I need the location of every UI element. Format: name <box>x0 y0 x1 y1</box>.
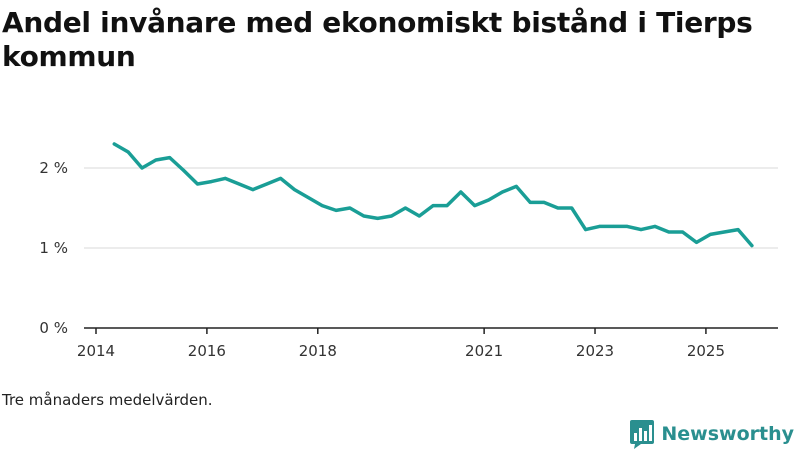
data-point <box>182 168 186 172</box>
data-point <box>403 206 407 210</box>
data-point <box>279 176 283 180</box>
data-point <box>695 240 698 244</box>
x-tick-label: 2025 <box>687 342 725 360</box>
x-axis: 2014 2016 2018 2021 2023 2025 <box>77 327 778 360</box>
data-point <box>584 228 588 232</box>
data-point <box>542 200 546 204</box>
series-group <box>112 142 754 248</box>
y-axis-ticks: 0 % 1 % 2 % <box>39 159 68 337</box>
x-tick-label: 2014 <box>77 342 115 360</box>
data-point <box>598 224 601 228</box>
bar-chart-icon <box>630 420 655 449</box>
data-point <box>556 206 560 210</box>
y-tick-label: 1 % <box>39 239 68 257</box>
data-point <box>390 214 393 218</box>
brand-logo[interactable]: Newsworthy <box>629 419 794 449</box>
x-tick-label: 2018 <box>299 342 337 360</box>
data-point <box>265 182 269 186</box>
data-point <box>251 188 255 192</box>
data-point <box>362 214 366 218</box>
data-point <box>293 188 296 192</box>
data-point <box>514 184 518 188</box>
data-point <box>126 150 130 154</box>
data-point <box>736 228 740 232</box>
data-point <box>487 198 491 202</box>
data-point <box>196 182 199 186</box>
data-point <box>750 244 754 248</box>
data-point <box>320 204 324 208</box>
x-tick-label: 2023 <box>576 342 614 360</box>
data-point <box>708 232 712 236</box>
y-tick-label: 2 % <box>39 159 68 177</box>
brand-name: Newsworthy <box>661 423 794 445</box>
data-point <box>168 156 172 160</box>
data-point <box>334 208 338 212</box>
data-point <box>722 230 726 234</box>
data-point <box>348 206 352 210</box>
data-point <box>459 190 463 194</box>
data-point <box>431 204 435 208</box>
data-point <box>209 180 213 184</box>
x-tick-label: 2021 <box>465 342 503 360</box>
data-point <box>611 224 615 228</box>
data-point <box>306 196 310 200</box>
data-point <box>376 216 380 220</box>
chart-title: Andel invånare med ekonomiskt bistånd i … <box>2 6 753 73</box>
data-point <box>154 158 158 162</box>
data-point <box>500 190 504 194</box>
data-point <box>639 228 643 232</box>
data-point <box>445 204 449 208</box>
line-chart: 0 % 1 % 2 % 2014 2016 2018 2021 2023 2025 <box>39 142 778 360</box>
data-point <box>473 204 477 208</box>
series-line <box>112 142 754 248</box>
grid-lines <box>84 167 778 249</box>
data-point <box>653 224 657 228</box>
data-point <box>112 142 116 146</box>
data-point <box>417 214 421 218</box>
data-point <box>625 224 629 228</box>
data-point <box>237 182 241 186</box>
data-point <box>528 200 532 204</box>
data-point <box>681 230 685 234</box>
data-point <box>570 206 574 210</box>
x-tick-label: 2016 <box>188 342 226 360</box>
y-tick-label: 0 % <box>39 319 68 337</box>
data-point <box>140 166 144 170</box>
footnote: Tre månaders medelvärden. <box>2 391 213 409</box>
data-point <box>223 176 227 180</box>
data-point <box>667 230 671 234</box>
